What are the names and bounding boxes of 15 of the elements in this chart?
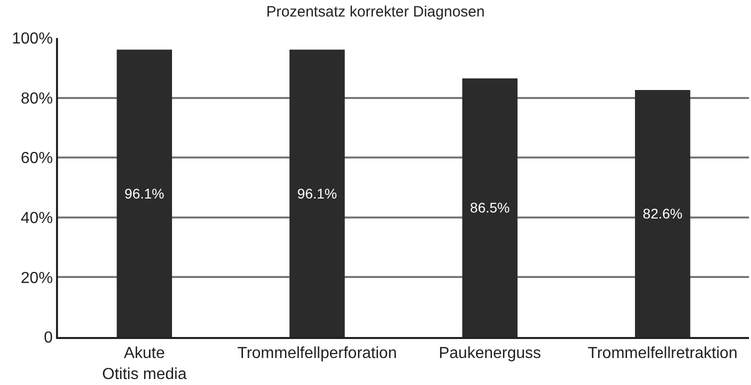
y-tick-label: 100% — [12, 30, 53, 48]
data-label: 96.1% — [124, 185, 164, 202]
data-label: 86.5% — [470, 200, 510, 216]
y-tick-label: 40% — [20, 210, 53, 227]
x-tick-label: Paukenerguss — [438, 345, 542, 362]
x-tick-label: Trommelfellperforation — [237, 345, 397, 362]
y-tick-label: 60% — [20, 150, 53, 168]
x-tick-label: Trommelfellretraktion — [588, 345, 738, 362]
x-tick-label: Akute Otitis media — [102, 345, 187, 383]
y-tick-label: 0 — [44, 330, 53, 347]
y-tick-label: 20% — [20, 270, 53, 287]
data-label: 82.6% — [642, 206, 682, 222]
y-tick-label: 80% — [20, 90, 53, 108]
data-label: 96.1% — [297, 185, 337, 202]
chart-title: Prozentsatz korrekter Diagnosen — [266, 3, 485, 20]
